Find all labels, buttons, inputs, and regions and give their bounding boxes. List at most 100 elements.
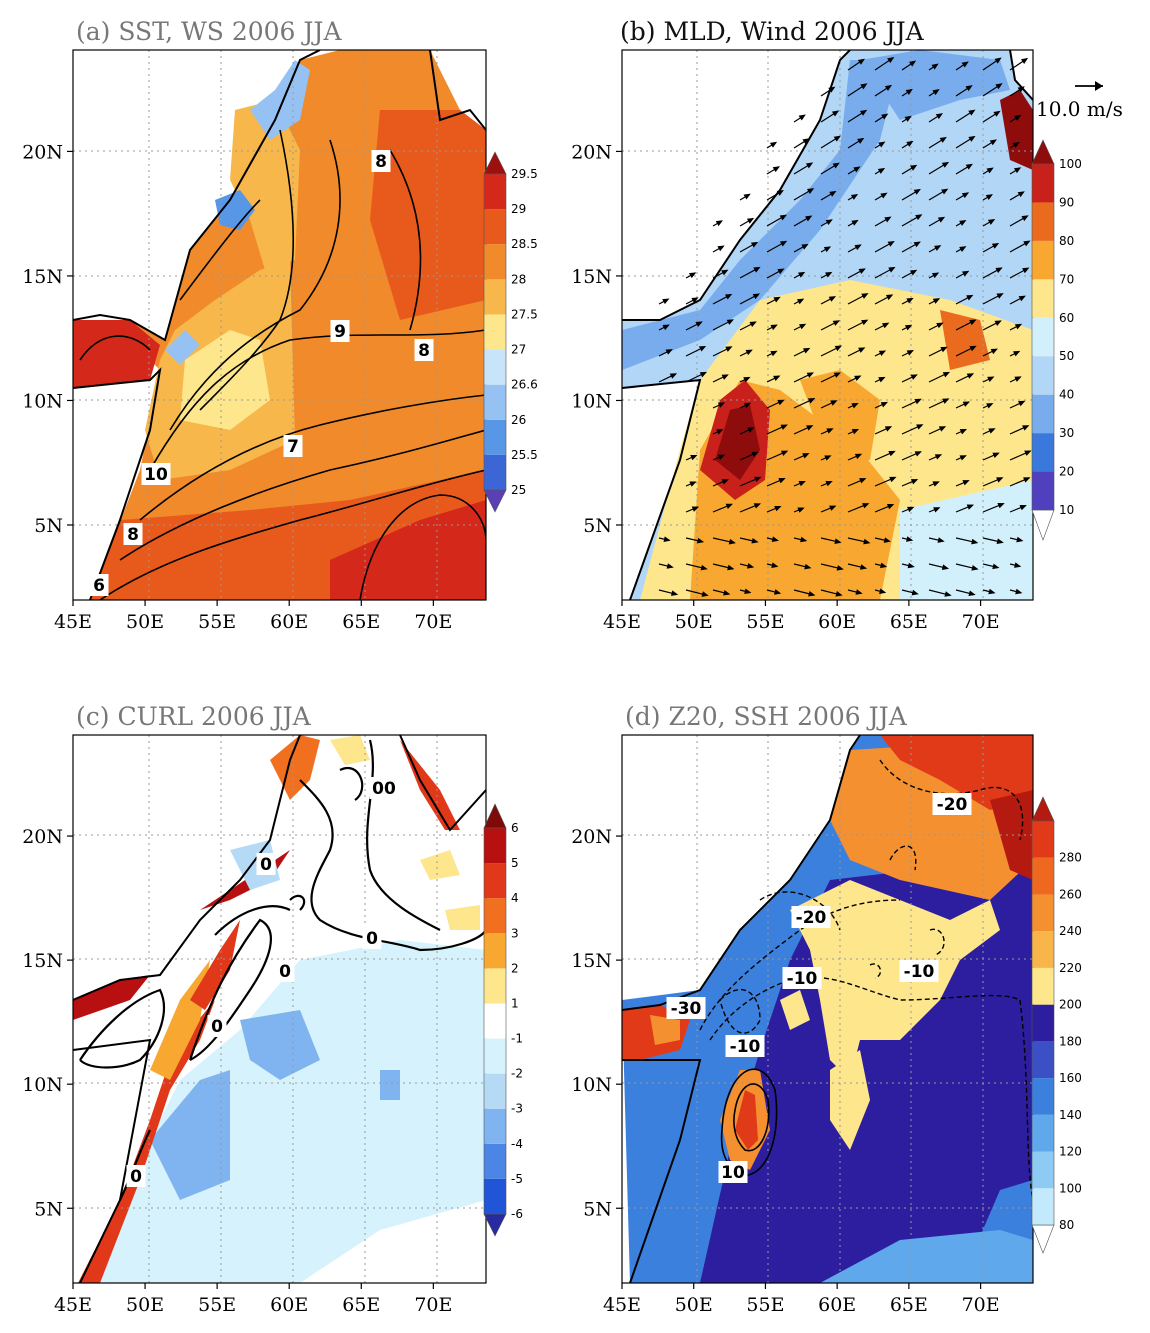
colorbar-segment xyxy=(484,244,506,280)
panel-a-lon-tick-60E: 60E xyxy=(270,611,308,633)
contour-label: 8 xyxy=(375,152,387,172)
panel-b-map xyxy=(622,50,1033,600)
panel-a-title: (a) SST, WS 2006 JJA xyxy=(76,17,342,46)
panel-b-lat-tick-20N: 20N xyxy=(571,141,612,163)
colorbar-segment xyxy=(484,384,506,420)
colorbar-top-arrow xyxy=(483,151,507,175)
panel-a-lon-tick-70E: 70E xyxy=(414,611,452,633)
colorbar-segment xyxy=(484,1143,506,1179)
colorbar-segment xyxy=(484,863,506,899)
colorbar-label: 6 xyxy=(511,821,519,835)
colorbar-label: 30 xyxy=(1059,426,1074,440)
contour-label: 0 xyxy=(366,929,378,949)
colorbar-label: 26.6 xyxy=(511,378,538,392)
contour-label: 0 xyxy=(130,1167,142,1187)
colorbar-label: 100 xyxy=(1059,1181,1082,1195)
panel-c-title: (c) CURL 2006 JJA xyxy=(76,702,312,731)
panel-d-title: (d) Z20, SSH 2006 JJA xyxy=(625,702,908,731)
contour-label: -10 xyxy=(787,969,818,989)
colorbar-segment xyxy=(1032,240,1054,280)
panel-c-lon-tick-70E: 70E xyxy=(414,1294,452,1316)
contour-label: -30 xyxy=(671,999,702,1019)
panel-b-lon-tick-60E: 60E xyxy=(818,611,856,633)
colorbar-label: 3 xyxy=(511,926,519,940)
colorbar-label: 80 xyxy=(1059,234,1074,248)
panel-d-colorbar: 80 100 120 140 160 180 200 220 240 260 280 xyxy=(1031,796,1082,1254)
panel-b-lat-tick-5N: 5N xyxy=(583,515,612,537)
colorbar-label: 28.5 xyxy=(511,237,538,251)
colorbar-label: -3 xyxy=(511,1102,523,1116)
colorbar-label: 60 xyxy=(1059,311,1074,325)
panel-d-map: -20 -20 -10 -10 -30 -10 10 xyxy=(622,735,1033,1283)
colorbar-label: 220 xyxy=(1059,961,1082,975)
panel-b-lat-tick-15N: 15N xyxy=(571,266,612,288)
colorbar-segment xyxy=(1032,1041,1054,1079)
colorbar-segment xyxy=(1032,1114,1054,1152)
colorbar-segment xyxy=(1032,1188,1054,1225)
colorbar-segment xyxy=(484,209,506,245)
panel-d: (d) Z20, SSH 2006 JJA xyxy=(571,702,1082,1316)
colorbar-segment xyxy=(484,454,506,490)
panel-d-lat-tick-15N: 15N xyxy=(571,950,612,972)
colorbar-label: -1 xyxy=(511,1032,523,1046)
contour-label: -20 xyxy=(796,908,827,928)
colorbar-label: 40 xyxy=(1059,388,1074,402)
colorbar-label: 140 xyxy=(1059,1108,1082,1122)
colorbar-label: 25 xyxy=(511,483,526,497)
panel-a-lat-tick-10N: 10N xyxy=(22,390,63,412)
colorbar-label: 120 xyxy=(1059,1145,1082,1159)
panel-a-lon-tick-50E: 50E xyxy=(126,611,164,633)
panel-c-lat-tick-5N: 5N xyxy=(34,1198,63,1220)
colorbar-segment xyxy=(484,419,506,455)
colorbar-label: 4 xyxy=(511,891,519,905)
contour-label: 8 xyxy=(418,341,430,361)
colorbar-label: 25.5 xyxy=(511,448,538,462)
colorbar-segment xyxy=(1032,433,1054,472)
panel-d-lon-tick-65E: 65E xyxy=(890,1294,928,1316)
panel-d-lon-tick-70E: 70E xyxy=(962,1294,1000,1316)
contour-label: 0 xyxy=(279,962,291,982)
colorbar-label: 20 xyxy=(1059,465,1074,479)
panel-a-lat-tick-5N: 5N xyxy=(34,515,63,537)
colorbar-segment xyxy=(484,1038,506,1074)
colorbar-segment xyxy=(484,1178,506,1214)
colorbar-segment xyxy=(1032,317,1054,357)
contour-label: 10 xyxy=(721,1163,745,1183)
colorbar-label: 280 xyxy=(1059,851,1082,865)
colorbar-segment xyxy=(1032,279,1054,318)
panel-c: (c) CURL 2006 JJA xyxy=(22,702,523,1316)
colorbar-label: 1 xyxy=(511,996,519,1010)
panel-b-lon-tick-50E: 50E xyxy=(675,611,713,633)
panel-a-colorbar: 25 25.5 26 26.6 27 27.5 28 28.5 29 29.5 xyxy=(483,151,538,513)
panel-c-lon-tick-65E: 65E xyxy=(342,1294,380,1316)
panel-d-lat-tick-10N: 10N xyxy=(571,1074,612,1096)
panel-a-lat-tick-15N: 15N xyxy=(22,266,63,288)
panel-c-lat-tick-15N: 15N xyxy=(22,950,63,972)
contour-label: -10 xyxy=(730,1037,761,1057)
colorbar-bottom-arrow xyxy=(483,489,507,513)
panel-d-lat-tick-20N: 20N xyxy=(571,826,612,848)
colorbar-segment xyxy=(1032,394,1054,434)
panel-d-lon-tick-60E: 60E xyxy=(818,1294,856,1316)
colorbar-label: 50 xyxy=(1059,349,1074,363)
colorbar-bottom-arrow xyxy=(483,1213,507,1237)
colorbar-segment xyxy=(484,279,506,315)
colorbar-label: 27 xyxy=(511,343,526,357)
colorbar-segment xyxy=(1032,931,1054,968)
panel-d-lon-tick-50E: 50E xyxy=(675,1294,713,1316)
colorbar-segment xyxy=(1032,356,1054,395)
colorbar-bottom-arrow xyxy=(1031,509,1055,541)
panel-d-lat-tick-5N: 5N xyxy=(583,1198,612,1220)
panel-b: (b) MLD, Wind 2006 JJA xyxy=(571,17,1123,633)
contour-label: 6 xyxy=(93,576,105,596)
colorbar-label: 180 xyxy=(1059,1034,1082,1048)
contour-label: -20 xyxy=(937,795,968,815)
colorbar-segment xyxy=(484,933,506,969)
colorbar-label: 27.5 xyxy=(511,307,538,321)
colorbar-label: -4 xyxy=(511,1137,523,1151)
panel-b-lon-tick-45E: 45E xyxy=(603,611,641,633)
colorbar-label: -2 xyxy=(511,1067,523,1081)
colorbar-segment xyxy=(1032,202,1054,241)
colorbar-segment xyxy=(484,968,506,1004)
